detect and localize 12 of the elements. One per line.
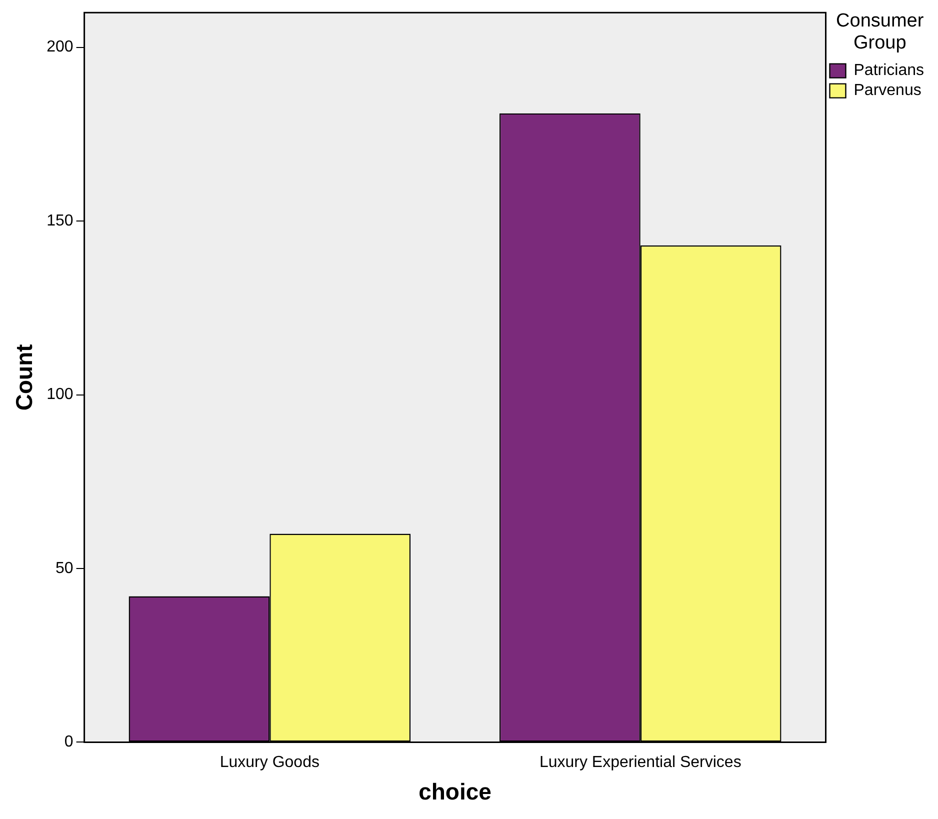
y-tick-label: 200 xyxy=(46,38,74,56)
x-tick-label: Luxury Experiential Services xyxy=(539,754,742,772)
legend-title: Consumer Group xyxy=(836,10,924,54)
x-tick-label: Luxury Goods xyxy=(220,754,320,772)
legend-label: Parvenus xyxy=(854,82,922,100)
x-axis-title: choice xyxy=(418,778,492,805)
y-tick-label: 150 xyxy=(46,212,74,230)
y-tick-label: 50 xyxy=(56,560,74,577)
y-tick-label: 0 xyxy=(64,734,74,751)
y-tick-label: 100 xyxy=(46,386,74,404)
legend-label: Patricians xyxy=(854,62,924,80)
y-axis-title: Count xyxy=(11,344,38,411)
